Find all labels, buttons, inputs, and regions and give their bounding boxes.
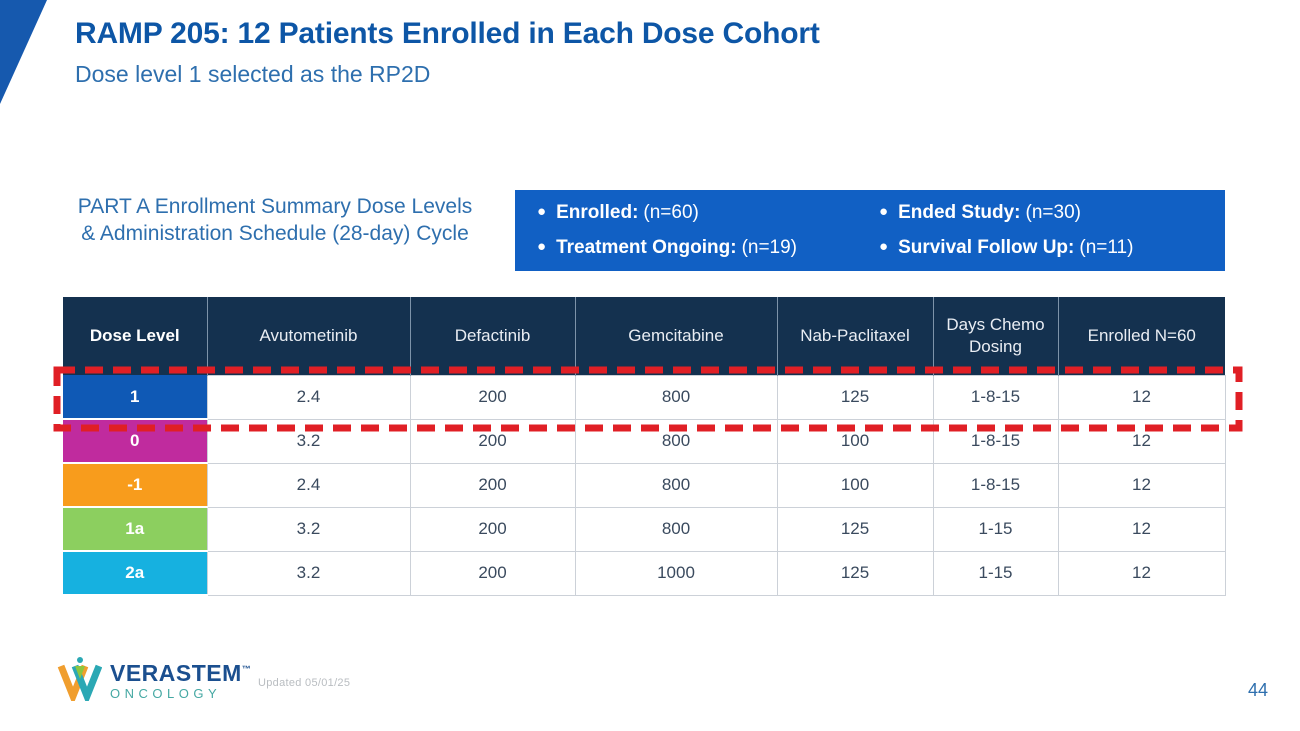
- table-cell: 100: [776, 418, 934, 464]
- status-item-survival-follow-up: ● Survival Follow Up: (n=11): [879, 236, 1134, 258]
- table-cell: 800: [574, 374, 778, 420]
- table-cell: 1000: [574, 550, 778, 596]
- col-header-gemcitabine: Gemcitabine: [574, 297, 777, 375]
- slide-subtitle: Dose level 1 selected as the RP2D: [75, 61, 431, 87]
- enrollment-status-box: ● Enrolled: (n=60) ● Treatment Ongoing: (n=1…: [515, 190, 1225, 271]
- table-cell: 1-8-15: [932, 374, 1059, 420]
- table-header-row: Dose Level Avutometinib Defactinib Gemci…: [63, 297, 1225, 375]
- verastem-logo: VERASTEM™ ONCOLOGY: [56, 655, 251, 701]
- table-cell: 200: [409, 462, 576, 508]
- table-cell: 3.2: [206, 506, 411, 552]
- dose-level-cell: 1a: [63, 506, 207, 552]
- table-cell: 125: [776, 550, 934, 596]
- status-item-treatment-ongoing: ● Treatment Ongoing: (n=19): [537, 236, 798, 258]
- dose-level-cell: 2a: [63, 550, 207, 596]
- table-cell: 125: [776, 374, 934, 420]
- table-row: -1 2.4 200 800 100 1-8-15 12: [63, 462, 1226, 508]
- dose-level-cell: -1: [63, 462, 207, 508]
- trademark-symbol: ™: [241, 664, 252, 674]
- status-item-ended-study: ● Ended Study: (n=30): [879, 202, 1081, 224]
- table-row: 2a 3.2 200 1000 125 1-15 12: [63, 550, 1226, 596]
- bullet-icon: ●: [537, 237, 547, 255]
- table-cell: 200: [409, 374, 576, 420]
- col-header-dose-level: Dose Level: [63, 297, 207, 375]
- col-header-days-chemo-dosing: Days Chemo Dosing: [932, 297, 1058, 375]
- table-row: 1 2.4 200 800 125 1-8-15 12: [63, 374, 1226, 420]
- table-cell: 100: [776, 462, 934, 508]
- table-cell: 3.2: [206, 418, 411, 464]
- table-cell: 200: [409, 506, 576, 552]
- table-cell: 1-8-15: [932, 462, 1059, 508]
- corner-wedge-shape: [0, 0, 47, 104]
- col-header-avutometinib: Avutometinib: [206, 297, 410, 375]
- bullet-icon: ●: [537, 203, 547, 221]
- verastem-logo-icon: [57, 657, 102, 701]
- table-row: 0 3.2 200 800 100 1-8-15 12: [63, 418, 1226, 464]
- logo-subtext: ONCOLOGY: [110, 686, 222, 701]
- table-cell: 800: [574, 506, 778, 552]
- slide-title: RAMP 205: 12 Patients Enrolled in Each D…: [75, 17, 820, 50]
- table-cell: 1-15: [932, 550, 1059, 596]
- page-number: 44: [1247, 680, 1268, 700]
- table-cell: 12: [1057, 462, 1226, 508]
- table-cell: 3.2: [206, 550, 411, 596]
- updated-date-label: Updated 05/01/25: [258, 677, 351, 689]
- col-header-nab-paclitaxel: Nab-Paclitaxel: [776, 297, 933, 375]
- table-cell: 1-8-15: [932, 418, 1059, 464]
- table-row: 1a 3.2 200 800 125 1-15 12: [63, 506, 1226, 552]
- enrollment-summary-label: PART A Enrollment Summary Dose Levels & …: [77, 195, 473, 245]
- col-header-defactinib: Defactinib: [409, 297, 575, 375]
- table-cell: 12: [1057, 506, 1226, 552]
- status-item-enrolled: ● Enrolled: (n=60): [537, 202, 699, 224]
- table-cell: 2.4: [206, 374, 411, 420]
- table-cell: 200: [409, 418, 576, 464]
- table-cell: 200: [409, 550, 576, 596]
- table-body: 1 2.4 200 800 125 1-8-15 12 0 3.2 200 800 100 1-8-15…: [63, 374, 1226, 596]
- dose-cohort-table: Dose Level Avutometinib Defactinib Gemci…: [63, 297, 1226, 596]
- dose-level-cell: 1: [63, 375, 207, 420]
- table-cell: 1-15: [932, 506, 1059, 552]
- table-cell: 800: [574, 462, 778, 508]
- table-cell: 125: [776, 506, 934, 552]
- table-cell: 12: [1057, 418, 1226, 464]
- table-cell: 2.4: [206, 462, 411, 508]
- bullet-icon: ●: [879, 237, 889, 255]
- table-cell: 12: [1057, 550, 1226, 596]
- col-header-enrolled: Enrolled N=60: [1057, 297, 1225, 375]
- dose-level-cell: 0: [63, 418, 207, 464]
- table-cell: 800: [574, 418, 778, 464]
- logo-name: VERASTEM™: [110, 660, 252, 686]
- table-cell: 12: [1057, 374, 1226, 420]
- bullet-icon: ●: [879, 203, 889, 221]
